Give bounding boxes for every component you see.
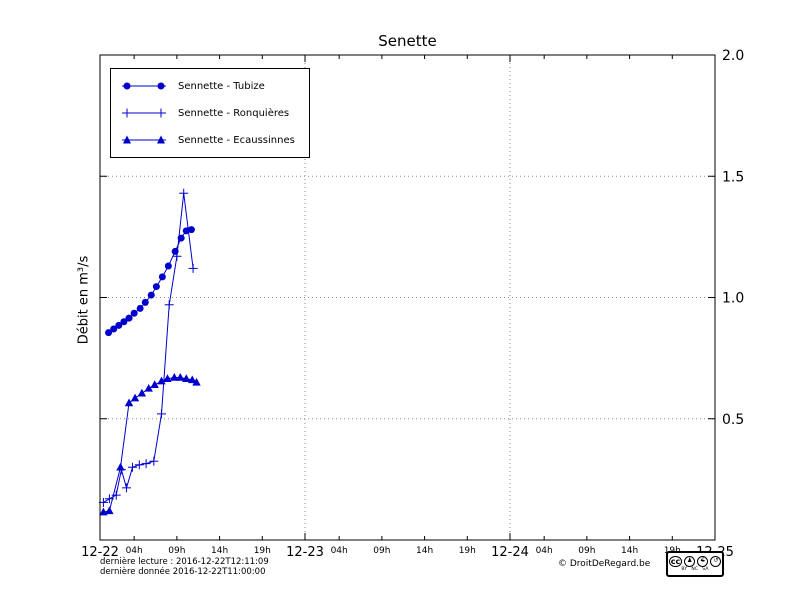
x-minor-tick-label: 09h [578,546,595,556]
x-minor-tick-label: 19h [459,546,476,556]
x-minor-tick-label: 14h [621,546,638,556]
cc-nc-icon: € [697,555,709,567]
x-major-tick-label: 12-24 [491,545,529,560]
cc-labels-row: BY NC SA [681,566,709,573]
legend-marker-plus-icon [122,108,166,118]
y-tick-label: 0.5 [722,412,744,428]
x-major-tick-label: 12-22 [81,545,119,560]
legend-item-ronquieres: Sennette - Ronquières [119,106,295,120]
x-minor-tick-label: 09h [168,546,185,556]
last-data-text: dernière donnée 2016-12-22T11:00:00 [100,567,266,577]
y-tick-label: 1.0 [722,291,744,307]
legend: Sennette - Tubize Sennette - Ronquières … [110,68,310,158]
cc-icons-row: cc ♟ € ↺ [668,555,722,567]
footer-timestamps: dernière lecture : 2016-12-22T12:11:09 d… [100,557,269,577]
x-minor-tick-label: 04h [536,546,553,556]
cc-sa-icon: ↺ [710,555,722,567]
chart-title: Senette [378,32,437,50]
legend-label: Sennette - Tubize [178,80,265,92]
x-minor-tick-label: 14h [416,546,433,556]
cc-logo-icon: cc [668,555,683,567]
series-triangle [99,373,201,516]
legend-marker-triangle-icon [122,135,166,144]
cc-by-icon: ♟ [684,555,696,567]
x-minor-tick-label: 19h [254,546,271,556]
x-major-tick-label: 12-23 [286,545,324,560]
legend-item-tubize: Sennette - Tubize [119,79,295,93]
y-tick-label: 1.5 [722,169,744,185]
series-circle [105,226,195,337]
cc-by-label: BY [681,566,688,572]
cc-nc-label: NC [691,566,699,572]
x-minor-tick-label: 04h [331,546,348,556]
last-reading-text: dernière lecture : 2016-12-22T12:11:09 [100,557,269,567]
x-minor-tick-label: 14h [211,546,228,556]
cc-license-badge[interactable]: cc ♟ € ↺ BY NC SA [666,551,724,577]
cc-sa-label: SA [702,566,709,572]
plot-border [99,54,716,541]
y-tick-label: 2.0 [722,48,744,64]
legend-marker-circle-icon [122,82,166,90]
copyright-text: © DroitDeRegard.be [558,559,651,569]
y-axis-label: Débit en m³/s [76,255,92,345]
legend-label: Sennette - Ronquières [178,107,290,119]
legend-item-ecaussinnes: Sennette - Ecaussinnes [119,133,295,147]
x-minor-tick-label: 09h [373,546,390,556]
legend-label: Sennette - Ecaussinnes [178,134,295,146]
x-minor-tick-label: 04h [126,546,143,556]
